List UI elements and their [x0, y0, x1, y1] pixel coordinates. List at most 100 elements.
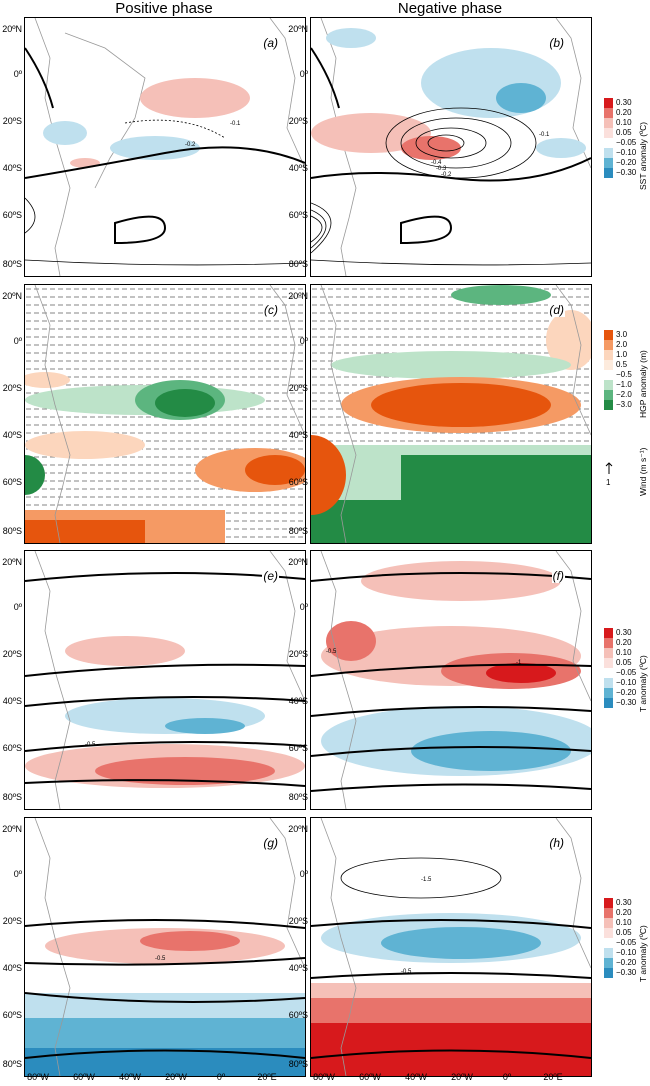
- lat-label: 40ºS: [288, 163, 308, 173]
- sst-tick: 0.20: [616, 108, 632, 117]
- lat-label: 0º: [299, 69, 308, 79]
- t-tick: 0.20: [616, 638, 632, 647]
- negative-phase-title: Negative phase: [397, 0, 503, 17]
- lat-label: 80ºS: [2, 526, 22, 536]
- t-tick: 0.10: [616, 648, 632, 657]
- lat-label: 80ºS: [288, 1059, 308, 1069]
- positive-phase-title: Positive phase: [115, 0, 213, 17]
- t-tick: 0.30: [616, 898, 632, 907]
- sst-colorbar-title: SST anomaly (ºC): [638, 121, 648, 190]
- panel-c: (c): [24, 284, 306, 544]
- sst-tick: −0.05: [616, 138, 637, 147]
- panel-f: -0.5 -1 (f): [310, 550, 592, 810]
- lat-label: 80ºS: [288, 259, 308, 269]
- hgp-colorbar: [604, 330, 613, 410]
- lat-label: 20ºN: [2, 824, 22, 834]
- lat-label: 0º: [299, 336, 308, 346]
- lat-label: 20ºN: [2, 291, 22, 301]
- lat-label: 60ºS: [288, 210, 308, 220]
- panel-g: -0.5 (g): [24, 817, 306, 1077]
- wind-scale: 1: [606, 478, 611, 487]
- wind-reference-arrow-icon: [605, 462, 613, 474]
- contour-label: -0.5: [401, 969, 412, 975]
- lat-label: 40ºS: [2, 430, 22, 440]
- t-tick: −0.05: [616, 938, 637, 947]
- panel-b: -0.4 -0.3 -0.2 -0.1 (b): [310, 17, 592, 277]
- lat-label: 60ºS: [2, 743, 22, 753]
- contour-label: -0.5: [85, 742, 96, 748]
- t-colorbar-1: [604, 628, 613, 708]
- lat-label: 40ºS: [288, 430, 308, 440]
- lon-label: 60ºW: [73, 1072, 95, 1082]
- panel-label-a: (a): [262, 36, 279, 50]
- lat-label: 20ºS: [288, 649, 308, 659]
- lat-label: 60ºS: [288, 1010, 308, 1020]
- lat-label: 20ºS: [2, 116, 22, 126]
- hgp-tick: −1.0: [616, 380, 632, 389]
- lat-label: 60ºS: [2, 210, 22, 220]
- contour-label: -0.5: [155, 956, 166, 962]
- lat-label: 20ºS: [288, 916, 308, 926]
- lat-label: 80ºS: [2, 792, 22, 802]
- sst-tick: 0.05: [616, 128, 632, 137]
- contour-label: -0.1: [230, 121, 241, 127]
- lat-label: 20ºN: [288, 291, 308, 301]
- lon-label: 40ºW: [119, 1072, 141, 1082]
- hgp-tick: 2.0: [616, 340, 628, 349]
- lat-label: 60ºS: [2, 477, 22, 487]
- t-tick: 0.05: [616, 658, 632, 667]
- sst-tick: −0.10: [616, 148, 637, 157]
- contour-label: -1.5: [421, 877, 432, 883]
- lat-label: 0º: [13, 602, 22, 612]
- lat-label: 20ºS: [2, 916, 22, 926]
- lat-label: 60ºS: [2, 1010, 22, 1020]
- lat-label: 20ºN: [288, 24, 308, 34]
- lat-label: 0º: [13, 69, 22, 79]
- lat-label: 20ºS: [2, 383, 22, 393]
- sst-tick: 0.30: [616, 98, 632, 107]
- t-tick: 0.20: [616, 908, 632, 917]
- t-tick: −0.20: [616, 688, 637, 697]
- hgp-tick: 3.0: [616, 330, 628, 339]
- lat-label: 80ºS: [2, 259, 22, 269]
- contour-label: -0.5: [326, 649, 337, 655]
- t-colorbar-1-title: T anomaly (ºC): [638, 655, 648, 712]
- contour-label: -0.2: [185, 142, 196, 148]
- hgp-tick: 0.5: [616, 360, 628, 369]
- lat-label: 0º: [299, 869, 308, 879]
- hgp-tick: 1.0: [616, 350, 628, 359]
- hgp-tick: −3.0: [616, 400, 632, 409]
- hgp-tick: −0.5: [616, 370, 632, 379]
- contour-label: -0.3: [436, 166, 447, 172]
- lat-label: 20ºN: [288, 824, 308, 834]
- panel-d: (d): [310, 284, 592, 544]
- lat-label: 60ºS: [288, 477, 308, 487]
- wind-title: Wind (m s⁻¹): [638, 447, 648, 496]
- lat-label: 40ºS: [2, 696, 22, 706]
- lon-label: 20ºW: [165, 1072, 187, 1082]
- lon-label: 0º: [502, 1072, 512, 1082]
- lat-label: 80ºS: [288, 526, 308, 536]
- panel-label-e: (e): [262, 569, 279, 583]
- contour-label: -0.1: [539, 132, 550, 138]
- lat-label: 60ºS: [288, 743, 308, 753]
- lat-label: 20ºS: [288, 383, 308, 393]
- lat-label: 80ºS: [2, 1059, 22, 1069]
- contour-label: -0.2: [441, 172, 452, 178]
- lat-label: 20ºN: [2, 24, 22, 34]
- lat-label: 40ºS: [288, 696, 308, 706]
- lat-label: 20ºN: [288, 557, 308, 567]
- lat-label: 40ºS: [2, 963, 22, 973]
- lat-label: 40ºS: [2, 163, 22, 173]
- panel-label-f: (f): [551, 569, 565, 583]
- contour-label: -0.4: [431, 160, 442, 166]
- sst-tick: −0.30: [616, 168, 637, 177]
- panel-label-h: (h): [548, 836, 565, 850]
- sst-tick: 0.10: [616, 118, 632, 127]
- hgp-colorbar-title: HGP anomaly (m): [638, 350, 648, 418]
- t-tick: 0.30: [616, 628, 632, 637]
- lon-label: 20ºW: [451, 1072, 473, 1082]
- lat-label: 0º: [299, 602, 308, 612]
- lat-label: 20ºS: [2, 649, 22, 659]
- lon-label: 80ºW: [27, 1072, 49, 1082]
